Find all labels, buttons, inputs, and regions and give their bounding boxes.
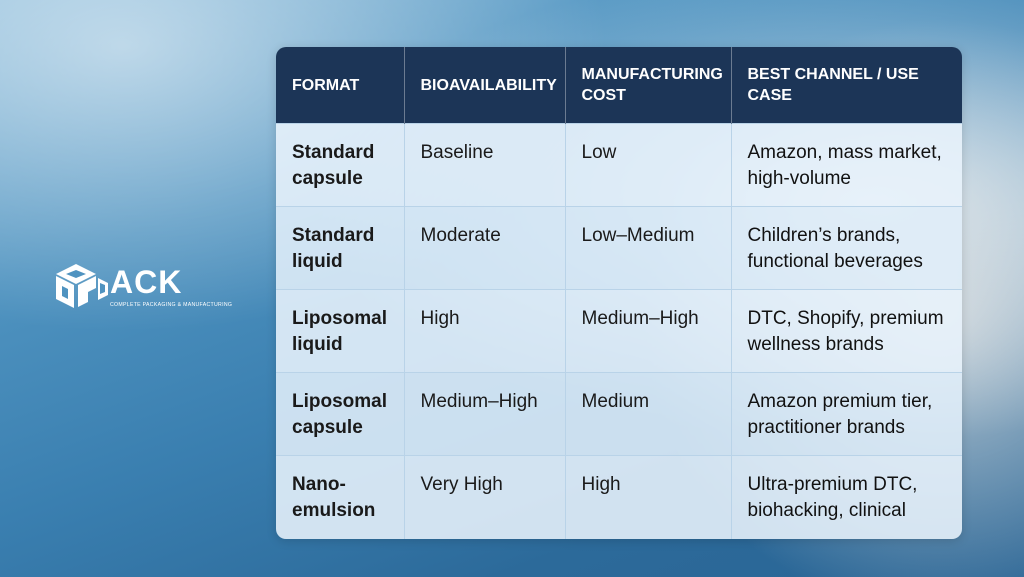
table-header-row: FORMAT BIOAVAILABILITY MANUFACTURING COS… xyxy=(276,47,962,124)
cell-format: Nano-emulsion xyxy=(276,455,405,539)
cpack-logo: ACK COMPLETE PACKAGING & MANUFACTURING xyxy=(52,262,232,322)
cell-channel: Amazon, mass market, high-volume xyxy=(731,122,962,207)
table-row: Liposomal liquid High Medium–High DTC, S… xyxy=(276,289,962,373)
table-row: Standard capsule Baseline Low Amazon, ma… xyxy=(276,122,962,207)
cell-cost: Low–Medium xyxy=(565,206,732,290)
cell-cost: Medium xyxy=(565,372,732,456)
table-row: Liposomal capsule Medium–High Medium Ama… xyxy=(276,372,962,456)
cell-cost: High xyxy=(565,455,732,539)
header-bioavailability: BIOAVAILABILITY xyxy=(404,47,566,124)
cell-cost: Low xyxy=(565,122,732,207)
cell-bioavailability: Very High xyxy=(404,455,566,539)
header-manufacturing-cost: MANUFACTURING COST xyxy=(565,47,732,124)
logo-tagline: COMPLETE PACKAGING & MANUFACTURING xyxy=(110,302,233,308)
table-row: Nano-emulsion Very High High Ultra-premi… xyxy=(276,455,962,539)
comparison-table: FORMAT BIOAVAILABILITY MANUFACTURING COS… xyxy=(276,47,962,539)
cell-bioavailability: High xyxy=(404,289,566,373)
cell-channel: DTC, Shopify, premium wellness brands xyxy=(731,289,962,373)
table-row: Standard liquid Moderate Low–Medium Chil… xyxy=(276,206,962,290)
cell-format: Standard liquid xyxy=(276,206,405,290)
cell-format: Liposomal liquid xyxy=(276,289,405,373)
cell-channel: Amazon premium tier, practitioner brands xyxy=(731,372,962,456)
cell-bioavailability: Baseline xyxy=(404,122,566,207)
header-best-channel: BEST CHANNEL / USE CASE xyxy=(731,47,962,124)
cell-bioavailability: Medium–High xyxy=(404,372,566,456)
header-format: FORMAT xyxy=(276,47,405,124)
cell-format: Standard capsule xyxy=(276,122,405,207)
cell-channel: Ultra-premium DTC, biohacking, clinical xyxy=(731,455,962,539)
cell-channel: Children’s brands, functional beverages xyxy=(731,206,962,290)
logo-wordmark: ACK xyxy=(110,264,183,300)
cell-cost: Medium–High xyxy=(565,289,732,373)
cell-format: Liposomal capsule xyxy=(276,372,405,456)
cpack-cube-icon xyxy=(56,264,108,308)
cell-bioavailability: Moderate xyxy=(404,206,566,290)
